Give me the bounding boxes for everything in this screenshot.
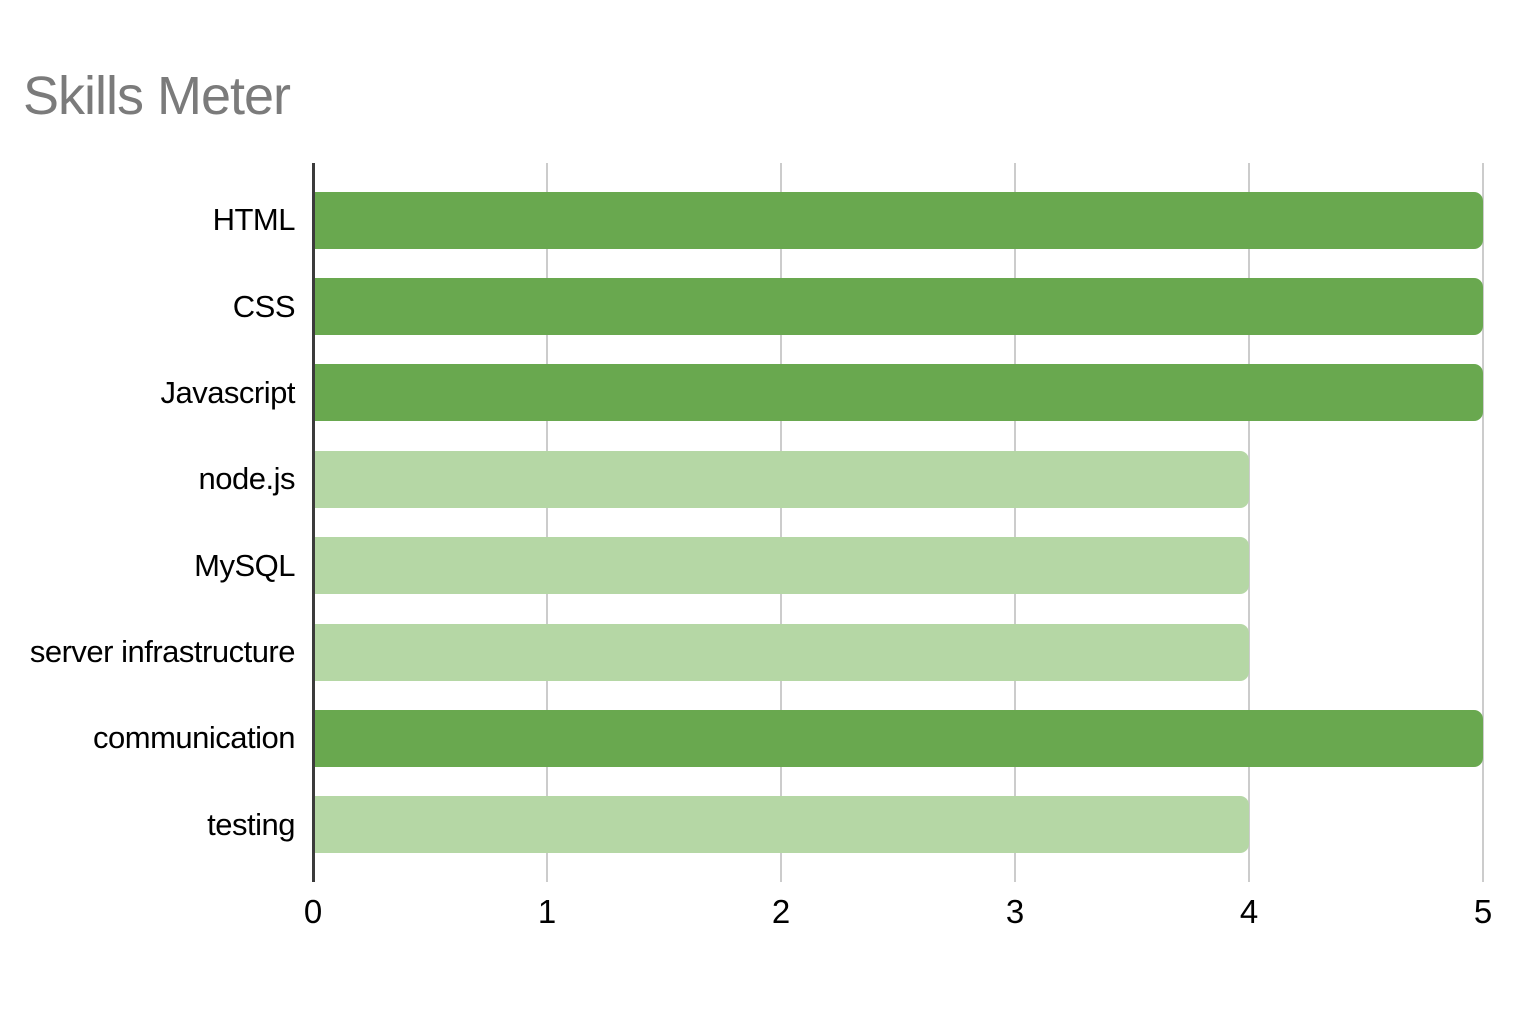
category-label-row: Javascript xyxy=(0,350,295,436)
gridline xyxy=(1248,163,1250,882)
category-label-row: CSS xyxy=(0,263,296,349)
bar-mysql xyxy=(315,537,1250,595)
plot-area xyxy=(312,163,1484,882)
category-label-row: communication xyxy=(0,695,295,781)
category-label-row: server infrastructure xyxy=(0,609,296,695)
bar-row-css xyxy=(315,263,1483,349)
bar-row-html xyxy=(315,177,1483,263)
chart-title: Skills Meter xyxy=(23,66,291,126)
category-axis-labels: HTML CSS Javascript node.js MySQL server infr… xyxy=(0,177,296,868)
bar-testing xyxy=(315,796,1250,854)
bar-row-server-infrastructure xyxy=(315,609,1483,695)
bar-row-communication xyxy=(315,695,1483,781)
category-label-row: HTML xyxy=(0,177,296,263)
bar-row-testing xyxy=(315,782,1483,868)
bar-row-node-js xyxy=(315,436,1483,522)
x-tick-label-3: 3 xyxy=(1005,893,1025,930)
x-tick-label-4: 4 xyxy=(1239,893,1259,930)
x-tick-label-0: 0 xyxy=(303,893,323,930)
gridline xyxy=(546,163,548,882)
bar-css xyxy=(315,278,1483,336)
bar-row-javascript xyxy=(315,350,1483,436)
bars-layer xyxy=(315,177,1483,868)
category-label-javascript: Javascript xyxy=(160,374,295,410)
category-label-server-infrastructure: server infrastructure xyxy=(29,634,296,670)
bar-communication xyxy=(315,709,1483,767)
bar-node-js xyxy=(315,450,1250,508)
bar-javascript xyxy=(315,364,1483,422)
category-label-css: CSS xyxy=(232,288,296,324)
category-label-testing: testing xyxy=(207,806,295,842)
bar-html xyxy=(315,191,1483,249)
bar-row-mysql xyxy=(315,523,1483,609)
gridline xyxy=(1482,163,1484,882)
value-axis-line xyxy=(312,163,315,882)
gridline xyxy=(1014,163,1016,882)
category-label-html: HTML xyxy=(212,202,296,238)
x-tick-label-1: 1 xyxy=(537,893,557,930)
category-label-row: testing xyxy=(0,782,295,868)
x-tick-label-2: 2 xyxy=(771,893,791,930)
bar-server-infrastructure xyxy=(315,623,1250,681)
x-tick-label-5: 5 xyxy=(1473,893,1493,930)
category-label-communication: communication xyxy=(93,720,295,756)
gridline xyxy=(780,163,782,882)
category-label-mysql: MySQL xyxy=(194,547,295,583)
category-label-row: MySQL xyxy=(0,523,295,609)
category-label-node-js: node.js xyxy=(198,461,296,497)
category-label-row: node.js xyxy=(0,436,296,522)
